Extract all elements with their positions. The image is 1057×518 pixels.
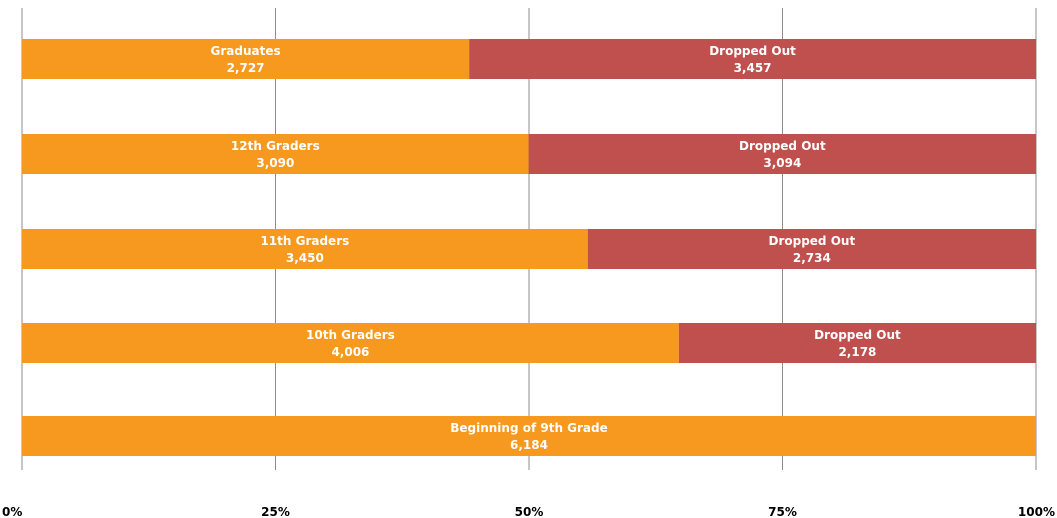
x-tick-label: 100% xyxy=(1018,505,1055,518)
bar-segment-2-1 xyxy=(587,229,1036,269)
bar-segment-0-1 xyxy=(469,39,1036,79)
segment-value-label: 2,178 xyxy=(838,345,876,359)
bar-segment-0-0 xyxy=(22,39,470,79)
segment-value-label: 3,450 xyxy=(286,251,324,265)
segment-value-label: 3,094 xyxy=(763,156,801,170)
segment-name-label: 11th Graders xyxy=(260,234,349,248)
segment-value-label: 3,457 xyxy=(734,61,772,75)
segment-name-label: Beginning of 9th Grade xyxy=(450,421,608,435)
bar-segment-3-1 xyxy=(678,323,1036,363)
segment-value-label: 4,006 xyxy=(331,345,369,359)
x-tick-label: 25% xyxy=(261,505,290,518)
bar-segment-2-0 xyxy=(22,229,588,269)
x-axis-ticks: 0% 25% 50% 75% 100% xyxy=(2,505,1055,518)
segment-labels: Graduates 2,727 Dropped Out 3,457 12th Grade… xyxy=(211,44,902,452)
segment-name-label: 10th Graders xyxy=(306,328,395,342)
segment-name-label: Dropped Out xyxy=(814,328,901,342)
segment-name-label: Dropped Out xyxy=(768,234,855,248)
bar-segment-4-0 xyxy=(22,416,1036,456)
x-tick-label: 50% xyxy=(515,505,544,518)
x-tick-label: 0% xyxy=(2,505,22,518)
bar-segment-1-0 xyxy=(22,134,529,174)
segment-name-label: Dropped Out xyxy=(709,44,796,58)
bar-segment-3-0 xyxy=(22,323,679,363)
segment-value-label: 2,734 xyxy=(793,251,831,265)
segment-value-label: 2,727 xyxy=(227,61,265,75)
bar-segment-1-1 xyxy=(528,134,1036,174)
segment-name-label: 12th Graders xyxy=(231,139,320,153)
segment-name-label: Dropped Out xyxy=(739,139,826,153)
segment-value-label: 6,184 xyxy=(510,438,548,452)
segment-name-label: Graduates xyxy=(211,44,281,58)
bars xyxy=(22,39,1036,456)
segment-value-label: 3,090 xyxy=(256,156,294,170)
x-tick-label: 75% xyxy=(768,505,797,518)
